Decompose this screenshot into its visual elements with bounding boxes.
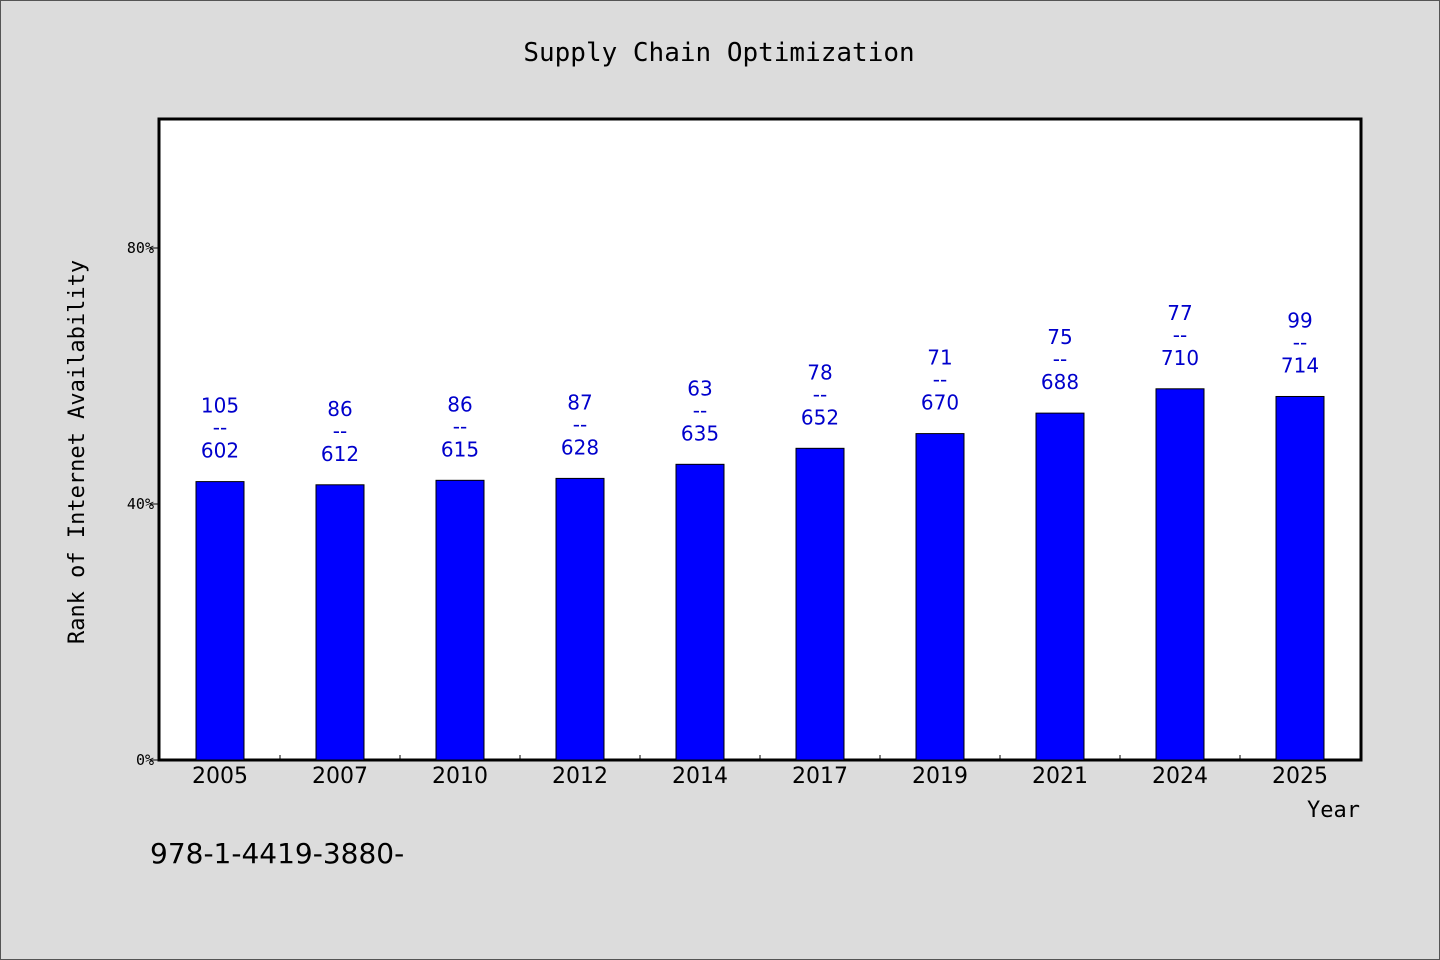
- chart-title: Supply Chain Optimization: [523, 38, 914, 68]
- bar: [195, 481, 245, 761]
- bar: [795, 447, 845, 761]
- bar: [915, 433, 965, 761]
- bar: [1035, 412, 1085, 761]
- data-label-bottom: 628: [561, 435, 599, 459]
- data-label-top: 77: [1167, 301, 1192, 325]
- x-tick-label: 2025: [1272, 764, 1328, 789]
- data-label-bottom: 612: [321, 442, 359, 466]
- x-tick-label: 2021: [1032, 764, 1088, 789]
- data-label-separator: --: [573, 412, 587, 436]
- data-label-top: 87: [567, 390, 592, 414]
- y-tick-label: 0%: [136, 751, 154, 769]
- data-label-separator: --: [1173, 323, 1187, 347]
- x-tick-label: 2012: [552, 764, 608, 789]
- data-label-bottom: 652: [801, 405, 839, 429]
- data-label-top: 71: [927, 346, 952, 370]
- data-label-top: 63: [687, 376, 712, 400]
- bar: [1155, 388, 1205, 761]
- data-label-group: 105--60286--61286--61587--62863--63578--…: [201, 301, 1319, 466]
- data-label-separator: --: [1053, 347, 1067, 371]
- y-axis-label: Rank of Internet Availability: [65, 260, 90, 644]
- data-label-bottom: 635: [681, 421, 719, 445]
- data-label-top: 86: [447, 392, 472, 416]
- data-label-separator: --: [333, 419, 347, 443]
- data-label-bottom: 670: [921, 391, 959, 415]
- x-tick-label: 2010: [432, 764, 488, 789]
- bar: [555, 477, 605, 761]
- data-label-top: 78: [807, 360, 832, 384]
- data-label-separator: --: [453, 414, 467, 438]
- x-tick-label: 2007: [312, 764, 368, 789]
- y-tick-label: 40%: [127, 495, 154, 513]
- footnote-text: 978-1-4419-3880-: [150, 837, 404, 870]
- y-axis: 0% 40% 80%: [127, 239, 160, 769]
- data-label-top: 86: [327, 397, 352, 421]
- x-axis-label: Year: [1307, 798, 1360, 823]
- bar: [675, 463, 725, 761]
- x-tick-label: 2014: [672, 764, 728, 789]
- data-label-bottom: 710: [1161, 346, 1199, 370]
- bar: [1275, 395, 1325, 761]
- data-label-top: 75: [1047, 325, 1072, 349]
- x-tick-label: 2019: [912, 764, 968, 789]
- bar-group: [195, 388, 1325, 761]
- y-tick-label: 80%: [127, 239, 154, 257]
- x-tick-label: 2024: [1152, 764, 1208, 789]
- data-label-bottom: 688: [1041, 370, 1079, 394]
- data-label-separator: --: [213, 416, 227, 440]
- data-label-separator: --: [693, 398, 707, 422]
- data-label-separator: --: [1293, 330, 1307, 354]
- data-label-bottom: 602: [201, 439, 239, 463]
- data-label-top: 99: [1287, 308, 1312, 332]
- data-label-separator: --: [813, 382, 827, 406]
- bar: [435, 479, 485, 761]
- x-axis: 2005 2007 2010 2012 2014 2017 2019 2021 2024 2025: [192, 755, 1328, 789]
- data-label-bottom: 714: [1281, 353, 1319, 377]
- data-label-top: 105: [201, 394, 239, 418]
- x-tick-label: 2005: [192, 764, 248, 789]
- data-label-bottom: 615: [441, 437, 479, 461]
- bar: [315, 484, 365, 761]
- data-label-separator: --: [933, 368, 947, 392]
- x-tick-label: 2017: [792, 764, 848, 789]
